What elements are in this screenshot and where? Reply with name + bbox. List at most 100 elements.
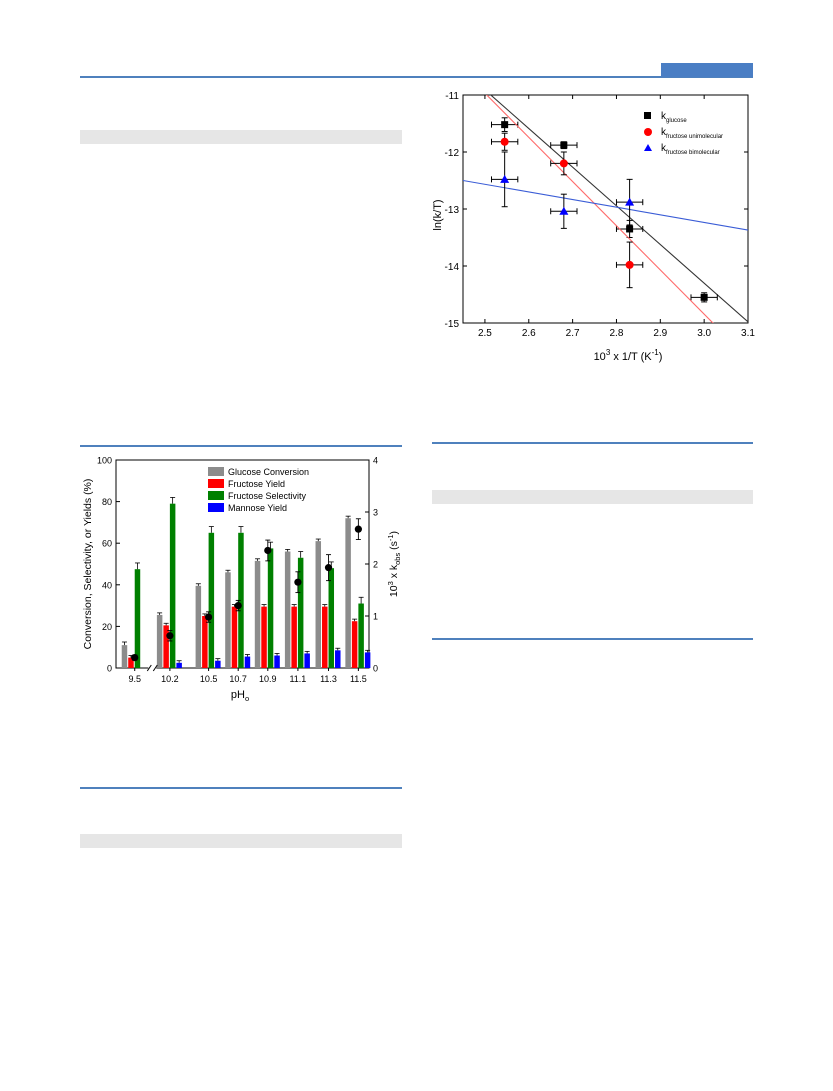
x-tick-label: 10.5 <box>200 674 218 684</box>
bar-mannose-yield <box>215 660 221 668</box>
legend-label-fructose-unimolecular: kfructose unimolecular <box>661 127 723 140</box>
data-point-glucose <box>501 121 509 129</box>
y-axis-label: ln(k/T) <box>432 199 444 230</box>
kobs-data-point <box>204 613 213 621</box>
bar-fructose-selectivity <box>238 532 244 668</box>
kobs-data-point <box>166 632 174 640</box>
bar-glucose-conversion <box>121 645 128 668</box>
axis-break-gap <box>148 665 157 671</box>
data-point-fructose-unimolecular <box>625 260 634 269</box>
legend-marker-fructose-unimolecular <box>644 128 652 136</box>
legend-label-glucose-conversion: Glucose Conversion <box>228 467 309 477</box>
bar-mannose-yield <box>335 650 341 668</box>
header-rule <box>80 76 753 78</box>
bar-glucose-conversion <box>225 572 231 668</box>
bar-glucose-conversion <box>156 614 163 668</box>
y-tick-label: -14 <box>445 262 460 273</box>
bar-glucose-conversion <box>254 560 261 668</box>
data-point-glucose <box>700 293 708 301</box>
x-tick-label: 10.2 <box>161 674 179 684</box>
right-gray-band <box>432 490 753 504</box>
y-tick-label: -15 <box>445 319 460 330</box>
legend: Glucose Conversion Fructose Yield Fructo… <box>208 467 309 513</box>
x-tick-label: 10.7 <box>229 674 247 684</box>
y-tick-label: -12 <box>445 148 460 159</box>
bar-mannose-yield <box>274 655 280 668</box>
header-accent-block <box>661 63 753 77</box>
bar-fructose-yield <box>231 606 238 668</box>
x-tick-label: 11.3 <box>320 674 337 684</box>
left-lower-rule <box>80 787 402 789</box>
bar-fructose-selectivity <box>297 557 304 668</box>
bar-fructose-yield <box>322 606 328 668</box>
right-y-tick-label: 3 <box>373 508 378 518</box>
x-tick-label: 3.0 <box>697 328 711 339</box>
x-tick-label: 2.6 <box>522 328 536 339</box>
x-tick-label: 2.8 <box>610 328 624 339</box>
left-y-tick-label: 0 <box>107 664 112 674</box>
bar-mannose-yield <box>364 652 371 668</box>
kobs-data-point <box>131 654 139 662</box>
bar-fructose-selectivity <box>267 548 274 668</box>
bar-mannose-yield <box>304 653 310 668</box>
legend-marker-fructose-bimolecular <box>644 144 652 151</box>
left-top-gray-band <box>80 130 402 144</box>
x-axis-label: pHo <box>231 689 249 703</box>
y-tick-label: -13 <box>445 205 460 216</box>
legend-label-fructose-bimolecular: kfructose bimolecular <box>661 143 720 156</box>
kobs-data-point <box>354 525 362 533</box>
right-y-tick-label: 2 <box>373 560 378 570</box>
bar-glucose-conversion <box>284 551 291 668</box>
left-y-tick-label: 100 <box>97 456 112 466</box>
left-mid-rule <box>80 445 402 447</box>
right-y-axis-label: 103 x kobs (s-1) <box>386 531 402 597</box>
right-y-tick-label: 0 <box>373 664 378 674</box>
ph-bar-chart: Conversion, Selectivity, or Yields (%) 1… <box>82 456 402 704</box>
data-point-fructose-bimolecular <box>625 197 635 206</box>
data-point-fructose-bimolecular <box>559 206 569 215</box>
right-y-tick-label: 4 <box>373 456 378 466</box>
bar-fructose-yield <box>202 616 208 668</box>
bar-fructose-selectivity <box>208 532 215 668</box>
legend: kglucose kfructose unimolecular kfructos… <box>644 111 723 156</box>
kobs-data-point <box>324 564 333 572</box>
legend-swatch-mannose-yield <box>208 503 224 512</box>
left-y-axis-label: Conversion, Selectivity, or Yields (%) <box>82 479 94 650</box>
x-tick-label: 11.5 <box>350 674 367 684</box>
x-tick-label: 10.9 <box>259 674 277 684</box>
x-tick-label: 11.1 <box>289 674 306 684</box>
arrhenius-chart: ln(k/T) 103 x 1/T (K-1) 2.5 2.6 2.7 2.8 2.9 3… <box>432 91 755 363</box>
y-tick-label: -11 <box>445 91 459 102</box>
bar-mannose-yield <box>176 662 182 668</box>
x-tick-label: 2.9 <box>653 328 667 339</box>
left-y-tick-label: 80 <box>102 497 112 507</box>
x-axis-label: 103 x 1/T (K-1) <box>594 348 663 363</box>
bar-fructose-yield <box>261 606 267 668</box>
left-y-tick-label: 60 <box>102 539 112 549</box>
legend-swatch-fructose-yield <box>208 479 224 488</box>
bar-fructose-yield <box>128 657 134 668</box>
x-tick-label: 3.1 <box>741 328 755 339</box>
data-point-glucose <box>626 225 634 233</box>
x-tick-label: 2.5 <box>478 328 492 339</box>
data-point-glucose <box>560 141 568 149</box>
bar-fructose-selectivity <box>358 603 364 668</box>
bar-fructose-selectivity <box>169 503 176 668</box>
right-mid-rule <box>432 442 753 444</box>
bar-glucose-conversion <box>315 541 322 668</box>
bar-fructose-selectivity <box>328 568 335 668</box>
bar-fructose-yield <box>351 621 358 668</box>
fit-line-glucose <box>489 95 748 323</box>
x-tick-label: 2.7 <box>566 328 580 339</box>
legend-swatch-fructose-selectivity <box>208 491 224 500</box>
left-y-tick-label: 20 <box>102 622 112 632</box>
plot-frame <box>462 94 749 324</box>
right-y-tick-label: 1 <box>373 612 378 622</box>
legend-label-glucose: kglucose <box>661 111 687 124</box>
left-y-tick-label: 40 <box>102 580 112 590</box>
legend-marker-glucose <box>644 112 651 119</box>
data-point-fructose-bimolecular <box>500 174 510 183</box>
legend-swatch-glucose-conversion <box>208 467 224 476</box>
bar-fructose-yield <box>291 606 297 668</box>
right-lower-rule <box>432 638 753 640</box>
